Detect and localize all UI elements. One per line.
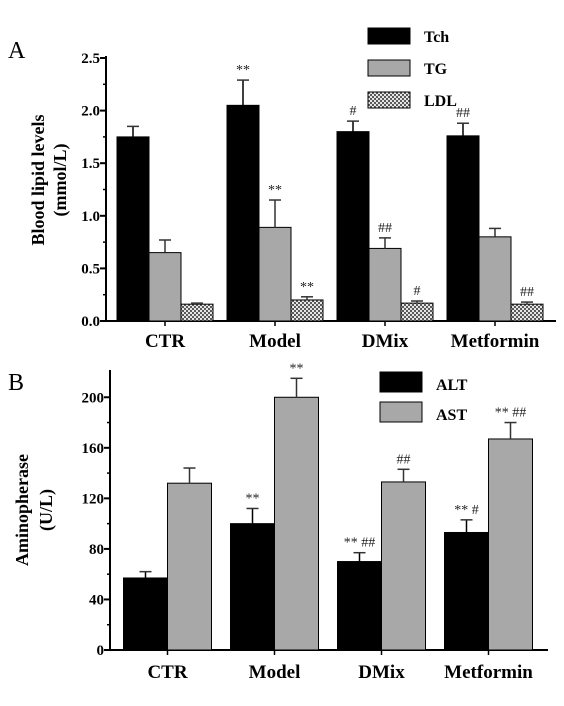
bar-tg-metformin (478, 236, 512, 322)
bar-tch-metformin (446, 135, 480, 322)
category-label: CTR (145, 331, 185, 352)
panel-a-y-title-line2: (mmol/L) (50, 144, 71, 217)
bar-tch-model (226, 104, 260, 322)
significance-label: ** ## (495, 406, 527, 421)
bar-ldl-ctr (180, 303, 214, 322)
bar-ast-metformin (488, 438, 533, 651)
panel-b-y-title-line1: Aminopherase (12, 454, 32, 566)
panel-b-y-title-line2: (U/L) (36, 489, 57, 531)
legend-label-ldl: LDL (424, 93, 457, 110)
category-label: DMix (362, 331, 409, 352)
bar-ldl-model (290, 299, 324, 322)
category-label: DMix (358, 662, 405, 683)
panel-a-plot: 0.00.51.01.52.02.5CTR******Model####DMix… (81, 27, 556, 352)
legend-swatch-tch (367, 27, 411, 45)
bar-alt-dmix (337, 561, 382, 651)
y-tick-label: 200 (82, 390, 105, 406)
significance-label: ## (456, 106, 470, 121)
panel-a-label: A (8, 38, 26, 64)
panel-b-label: B (8, 370, 24, 396)
panel-a-y-title: Blood lipid levels (mmol/L) (28, 114, 71, 245)
category-label: Metformin (444, 662, 533, 683)
category-label: Model (249, 331, 301, 352)
legend-label-ast: AST (436, 407, 467, 424)
significance-label: # (414, 284, 421, 299)
bar-tg-ctr (148, 252, 182, 322)
y-tick-label: 40 (89, 592, 104, 608)
significance-label: ## (520, 285, 534, 300)
y-tick-label: 2.0 (81, 104, 100, 120)
legend-label-alt: ALT (436, 377, 468, 394)
bar-alt-metformin (444, 531, 489, 651)
bar-alt-model (230, 523, 275, 651)
bar-ldl-dmix (400, 302, 434, 322)
category-label: Model (249, 662, 301, 683)
significance-label: ** (268, 183, 282, 198)
bar-ldl-metformin (510, 303, 544, 322)
y-tick-label: 120 (82, 491, 105, 507)
significance-label: # (350, 104, 357, 119)
bar-ast-model (274, 396, 319, 651)
y-tick-label: 0.0 (81, 314, 100, 330)
significance-label: ** (246, 491, 260, 506)
legend-swatch-alt (379, 371, 423, 393)
y-tick-label: 1.0 (81, 209, 100, 225)
y-tick-label: 80 (89, 542, 104, 558)
panel-a: A Blood lipid levels (mmol/L) 0.0 0.5 1.0 1… (8, 27, 556, 352)
significance-label: ** # (454, 503, 479, 518)
bar-alt-ctr (123, 577, 168, 651)
significance-label: ** (300, 280, 314, 295)
category-label: Metformin (451, 331, 540, 352)
bar-tg-model (258, 226, 292, 322)
y-tick-label: 0 (97, 643, 105, 659)
panel-b-plot: 0 40 80 120 160 200 CTR ** ** Model ** ## ## DMix ** … (82, 361, 548, 683)
legend-swatch-ldl (367, 91, 411, 109)
legend-label-tg: TG (424, 61, 448, 78)
y-tick-label: 0.5 (81, 261, 100, 277)
significance-label: ## (378, 221, 392, 236)
significance-label: ** (290, 361, 304, 376)
y-tick-label: 160 (82, 441, 105, 457)
y-tick-label: 2.5 (81, 51, 100, 67)
panel-b: B Aminopherase (U/L) 0 40 80 120 160 200 CTR **… (8, 361, 548, 683)
category-label: CTR (147, 662, 187, 683)
bar-ast-ctr (167, 482, 212, 651)
bar-tch-dmix (336, 131, 370, 322)
bar-tch-ctr (116, 136, 150, 322)
y-tick-label: 1.5 (81, 156, 100, 172)
significance-label: ** (236, 63, 250, 78)
bar-tg-dmix (368, 247, 402, 322)
significance-label: ** ## (344, 536, 376, 551)
panel-a-y-title-line1: Blood lipid levels (28, 114, 48, 245)
legend-swatch-tg (367, 59, 411, 77)
significance-label: ## (397, 452, 411, 467)
bar-ast-dmix (381, 481, 426, 651)
panel-b-y-title: Aminopherase (U/L) (12, 454, 57, 566)
legend-label-tch: Tch (424, 29, 449, 46)
legend-swatch-ast (379, 401, 423, 423)
